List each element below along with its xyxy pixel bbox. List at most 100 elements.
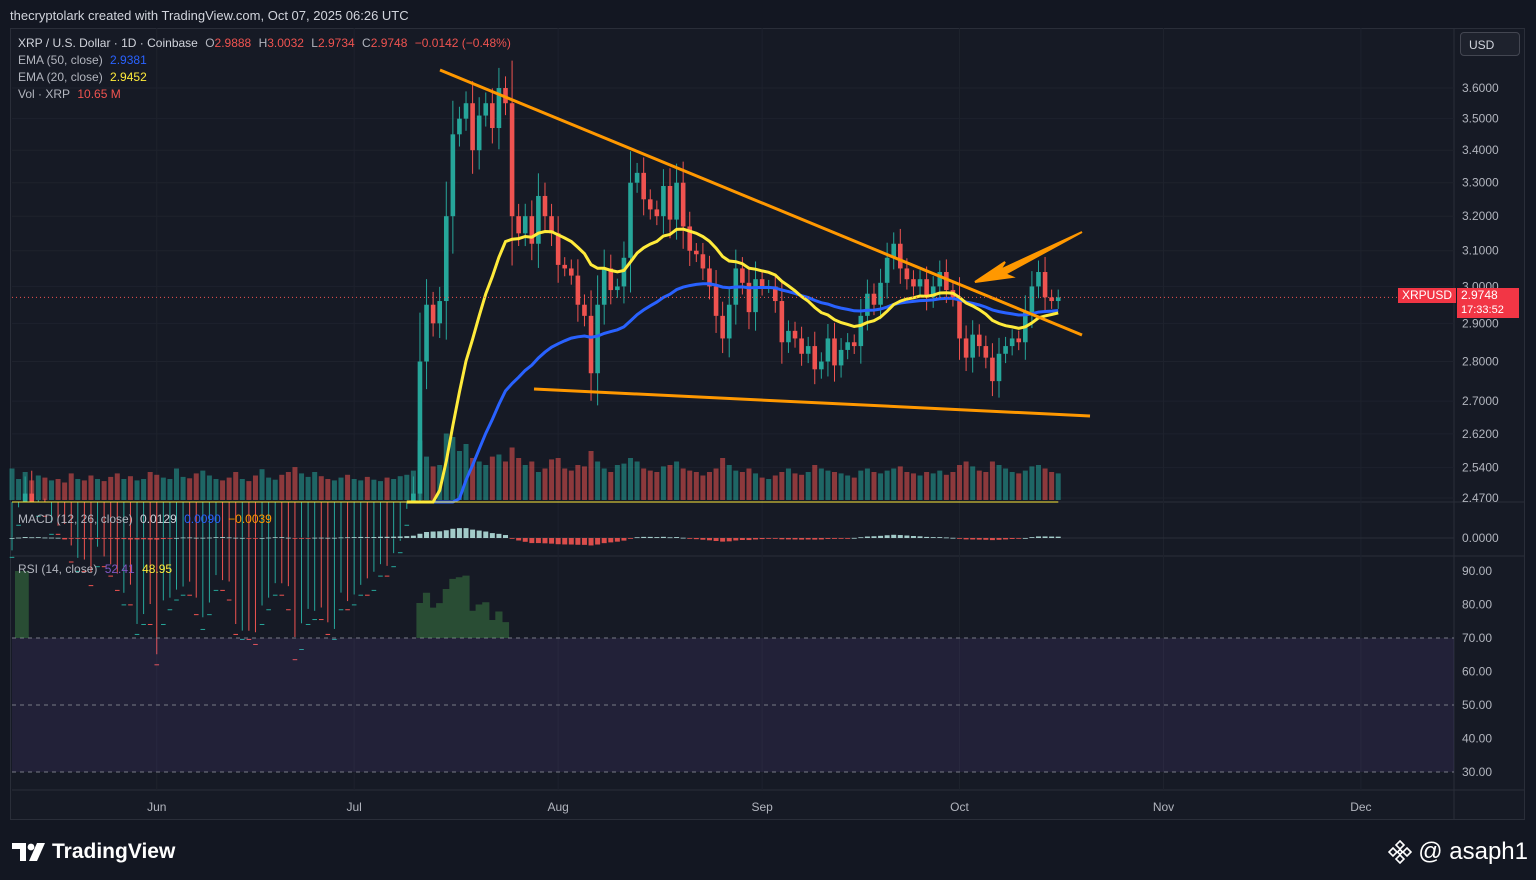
macd-histogram-bar xyxy=(364,537,370,538)
macd-histogram-bar xyxy=(674,537,680,538)
volume-bar xyxy=(647,470,653,500)
candle-body xyxy=(779,301,785,343)
macd-histogram-bar xyxy=(680,537,686,539)
candle-body xyxy=(286,609,291,611)
candle-body xyxy=(522,216,528,234)
chart-canvas[interactable]: 3.6000 3.5000 3.4000 3.3000 3.2000 3.1000 3.00… xyxy=(0,0,1536,820)
candle-body xyxy=(812,346,818,370)
volume-bar xyxy=(345,474,351,500)
volume-bar xyxy=(904,472,910,500)
rsi-legend[interactable]: RSI (14, close) 52.41 48.95 xyxy=(18,562,176,576)
macd-histogram-bar xyxy=(121,538,127,540)
macd-histogram-bar xyxy=(871,536,877,538)
candle-body xyxy=(621,257,627,287)
rsi-overbought-fill xyxy=(15,571,510,638)
volume-bar xyxy=(1049,472,1055,500)
rsi-tick-label: 40.00 xyxy=(1462,732,1492,746)
candle-body xyxy=(213,589,219,591)
candle-body xyxy=(805,346,811,354)
candle-body xyxy=(62,538,67,540)
candle-body xyxy=(542,195,548,217)
macd-histogram-bar xyxy=(318,537,324,539)
candle-body xyxy=(193,614,199,616)
candle-body xyxy=(575,275,581,305)
volume-bar xyxy=(943,474,949,500)
macd-histogram-bar xyxy=(976,538,982,540)
volume-bar xyxy=(759,477,765,500)
volume-bar xyxy=(812,465,818,500)
candle-body xyxy=(272,594,278,596)
candle-body xyxy=(740,268,745,283)
candle-body xyxy=(641,172,646,200)
volume-bar xyxy=(35,475,41,500)
macd-histogram-bar xyxy=(101,538,107,539)
macd-histogram-bar xyxy=(766,538,772,539)
volume-bar xyxy=(95,479,101,500)
macd-histogram-bar xyxy=(601,538,607,544)
candle-body xyxy=(378,575,383,577)
macd-histogram-bar xyxy=(878,535,884,538)
macd-histogram-bar xyxy=(1055,536,1061,538)
macd-histogram-bar xyxy=(489,533,495,538)
currency-button[interactable]: USD xyxy=(1460,32,1520,56)
ema50-legend[interactable]: EMA (50, close) 2.9381 xyxy=(18,53,151,67)
chart-panel[interactable] xyxy=(10,28,1525,820)
volume-bar xyxy=(266,477,272,500)
volume-bar xyxy=(864,468,870,500)
macd-histogram-bar xyxy=(739,538,745,541)
macd-histogram-bar xyxy=(68,538,74,539)
candle-body xyxy=(825,338,831,362)
rsi-ma-value: 48.95 xyxy=(142,562,173,576)
macd-histogram-bar xyxy=(529,538,535,544)
macd-histogram-bar xyxy=(160,538,166,540)
price-tick-label: 2.7000 xyxy=(1462,394,1499,408)
candle-body xyxy=(266,609,271,611)
candle-body xyxy=(483,103,489,116)
volume-bar xyxy=(489,456,495,500)
candle-body xyxy=(930,286,936,298)
volume-bar xyxy=(325,479,331,500)
volume-bar xyxy=(299,473,305,500)
volume-bar xyxy=(884,470,890,500)
macd-histogram-bar xyxy=(338,537,344,539)
volume-bar xyxy=(746,468,752,500)
macd-legend[interactable]: MACD (12, 26, close) 0.0129 0.0090 −0.00… xyxy=(18,512,276,526)
macd-histogram-bar xyxy=(16,537,22,539)
macd-histogram-bar xyxy=(746,538,752,541)
candle-body xyxy=(720,315,725,339)
tradingview-logo[interactable]: TradingView xyxy=(12,840,175,864)
volume-bar xyxy=(430,466,436,500)
volume-bar xyxy=(167,479,173,500)
candle-body xyxy=(424,304,429,362)
volume-bar xyxy=(68,473,74,500)
volume-bar xyxy=(799,474,805,500)
candle-body xyxy=(1003,346,1008,354)
macd-histogram-bar xyxy=(647,536,653,538)
volume-bar xyxy=(364,476,370,500)
candle-body xyxy=(16,524,21,526)
price-tick-label: 2.6200 xyxy=(1462,427,1499,441)
macd-histogram-bar xyxy=(48,537,54,539)
macd-histogram-bar xyxy=(430,531,436,538)
macd-histogram-bar xyxy=(358,536,364,538)
candle-body xyxy=(417,361,423,494)
candle-body xyxy=(792,330,798,339)
candle-body xyxy=(1049,297,1054,302)
ema20-legend[interactable]: EMA (20, close) 2.9452 xyxy=(18,70,151,84)
volume-bar xyxy=(891,468,897,500)
volume-legend[interactable]: Vol · XRP 10.65 M xyxy=(18,87,125,101)
volume-bar xyxy=(338,477,344,500)
candle-body xyxy=(799,338,804,354)
macd-histogram-bar xyxy=(384,536,390,538)
volume-bar xyxy=(996,465,1002,500)
candle-body xyxy=(318,619,324,621)
macd-histogram-bar xyxy=(75,538,81,539)
candle-body xyxy=(95,566,100,568)
volume-bar xyxy=(206,475,212,500)
candle-body xyxy=(312,619,317,621)
candle-body xyxy=(36,515,41,517)
volume-bar xyxy=(654,472,660,500)
volume-bar xyxy=(930,473,936,500)
volume-bar xyxy=(233,472,239,500)
price-tick-label: 3.1000 xyxy=(1462,244,1499,258)
